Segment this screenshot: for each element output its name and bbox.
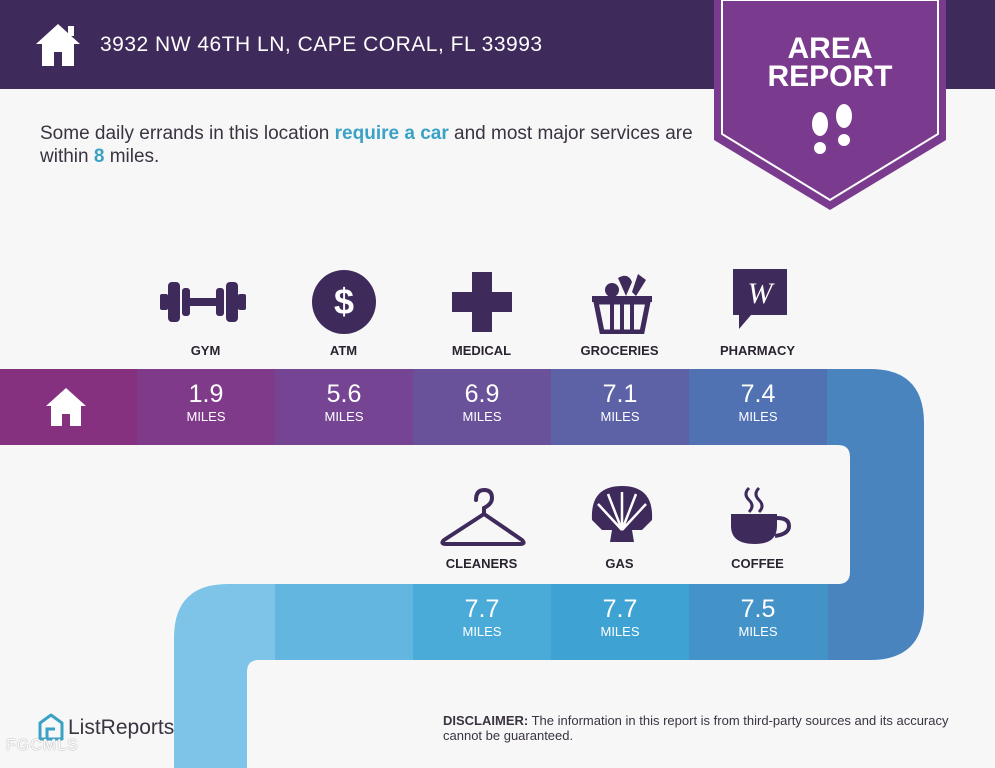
property-address: 3932 NW 46TH LN, CAPE CORAL, FL 33993 bbox=[100, 33, 543, 56]
listreports-logo-text: ListReports bbox=[68, 716, 175, 739]
distance-unit: MILES bbox=[738, 624, 778, 639]
distance-unit: MILES bbox=[462, 409, 502, 424]
distance-value: 1.9 bbox=[188, 380, 224, 408]
grocery-basket-icon bbox=[592, 274, 652, 334]
summary-part2: and most major services are within bbox=[40, 123, 693, 167]
summary-text: Some daily errands in this location requ… bbox=[40, 122, 740, 168]
svg-text:W: W bbox=[748, 277, 776, 310]
walgreens-logo-icon: W bbox=[733, 269, 787, 329]
badge-title-line1: AREA bbox=[787, 32, 873, 65]
label-coffee: COFFEE bbox=[731, 556, 784, 571]
distance-unit: MILES bbox=[600, 624, 640, 639]
distance-value: 7.1 bbox=[602, 380, 638, 408]
svg-text:$: $ bbox=[334, 281, 354, 322]
distance-value: 7.7 bbox=[602, 595, 638, 623]
distance-gym: 1.9 MILES bbox=[137, 369, 275, 445]
label-atm: ATM bbox=[329, 343, 358, 358]
hanger-icon bbox=[440, 487, 526, 546]
distance-cleaners: 7.7 MILES bbox=[413, 584, 551, 660]
disclaimer-text: The information in this report is from t… bbox=[443, 713, 949, 743]
label-medical: MEDICAL bbox=[451, 343, 512, 358]
shell-logo-icon bbox=[591, 486, 653, 542]
distance-value: 7.5 bbox=[740, 595, 776, 623]
coffee-cup-icon bbox=[731, 486, 791, 544]
summary-part3: miles. bbox=[104, 146, 160, 167]
medical-cross-icon bbox=[452, 272, 512, 332]
summary-part1: Some daily errands in this location bbox=[40, 123, 335, 144]
label-groceries: GROCERIES bbox=[580, 343, 659, 358]
distance-value: 7.4 bbox=[740, 380, 776, 408]
distance-unit: MILES bbox=[600, 409, 640, 424]
distance-groceries: 7.1 MILES bbox=[551, 369, 689, 445]
label-pharmacy: PHARMACY bbox=[719, 343, 796, 358]
summary-highlight-miles: 8 bbox=[93, 146, 105, 167]
badge-title-line2: REPORT bbox=[767, 60, 893, 93]
home-icon bbox=[36, 24, 80, 66]
disclaimer-title: DISCLAIMER: bbox=[443, 713, 529, 728]
listreports-logo: ListReports bbox=[38, 713, 198, 743]
distance-value: 7.7 bbox=[464, 595, 500, 623]
distance-atm: 5.6 MILES bbox=[275, 369, 413, 445]
area-report-badge: AREA REPORT bbox=[714, 0, 946, 210]
listreports-house-icon bbox=[38, 713, 64, 741]
footsteps-icon bbox=[812, 104, 852, 154]
distance-coffee: 7.5 MILES bbox=[689, 584, 827, 660]
summary-highlight-car: require a car bbox=[334, 123, 449, 144]
dumbbell-icon bbox=[160, 282, 246, 322]
distance-pharmacy: 7.4 MILES bbox=[689, 369, 827, 445]
dollar-coin-icon: $ bbox=[312, 270, 376, 334]
label-cleaners: CLEANERS bbox=[445, 556, 518, 571]
distance-gas: 7.7 MILES bbox=[551, 584, 689, 660]
label-gas: GAS bbox=[605, 556, 634, 571]
distance-medical: 6.9 MILES bbox=[413, 369, 551, 445]
start-home-icon bbox=[46, 388, 86, 426]
mls-watermark: FGCMLS bbox=[6, 737, 79, 754]
distance-unit: MILES bbox=[324, 409, 364, 424]
distance-unit: MILES bbox=[462, 624, 502, 639]
label-gym: GYM bbox=[190, 343, 221, 358]
distance-unit: MILES bbox=[738, 409, 778, 424]
distance-value: 6.9 bbox=[464, 380, 500, 408]
distance-unit: MILES bbox=[186, 409, 226, 424]
distance-value: 5.6 bbox=[326, 380, 362, 408]
disclaimer: DISCLAIMER: The information in this repo… bbox=[443, 713, 968, 743]
